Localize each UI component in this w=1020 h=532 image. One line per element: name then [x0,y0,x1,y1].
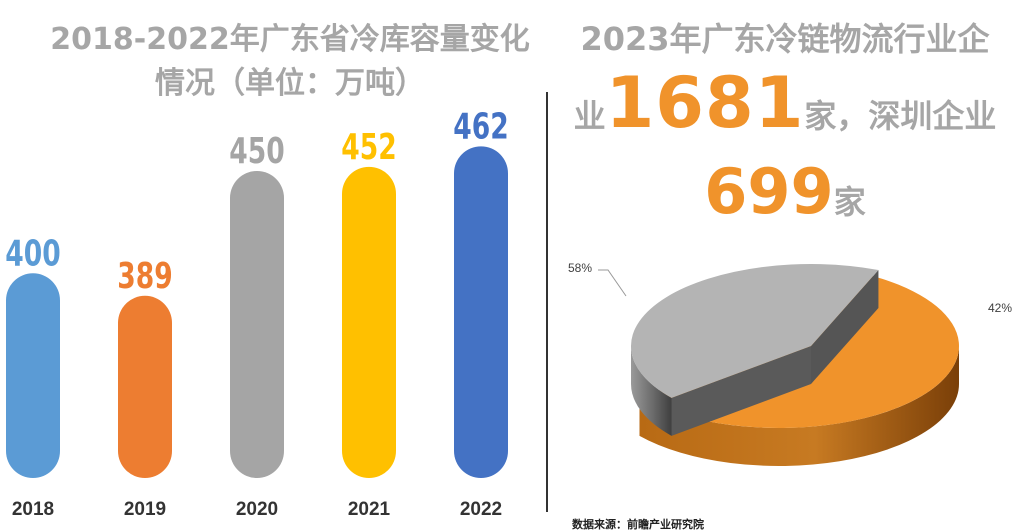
source-note: 数据来源：前瞻产业研究院 [572,518,704,531]
bar-chart-title-line2: 情况（单位：万吨） [155,66,425,101]
bar-chart-title-line1: 2018-2022年广东省冷库容量变化 [50,22,530,57]
pie-slice-side-58% [639,346,959,466]
bar-2021 [342,166,396,479]
pie-title-line2: 业1681家，深圳企业 [560,68,1010,151]
bar-2018 [6,273,60,478]
pie-leader-line [598,269,627,297]
pie-title-line3-suffix: 家 [833,183,866,221]
pie-slice-42% [631,264,879,398]
shenzhen-enterprises-value: 699 [704,155,834,228]
bar-chart: 400 2018 389 2019 450 2020 452 2021 462 2022 [5,104,508,520]
x-tick-label-2022: 2022 [460,499,502,520]
bar-value-label-2022: 462 [453,104,508,147]
bar-2019 [118,295,172,478]
pie-chart-title: 2023年广东冷链物流行业企 业1681家，深圳企业 699家 [560,14,1010,237]
divider [546,92,548,512]
bar-2022 [454,146,508,478]
pie-title-prefix: 业 [573,97,606,135]
pie-title-line1: 2023年广东冷链物流行业企 [580,20,990,58]
x-tick-label-2021: 2021 [348,499,391,520]
pie-slice-side-42% [631,346,672,436]
bar-2020 [230,170,284,479]
bar-value-label-2019: 389 [117,254,172,297]
bar-value-label-2018: 400 [5,231,60,274]
bar-value-label-2021: 452 [341,125,396,168]
pie-chart: 58% 42% [568,261,1012,466]
pie-slice-cut-face-end-42% [811,269,879,384]
total-enterprises-value: 1681 [605,62,805,144]
pie-title-line3: 699家 [560,157,1010,237]
pie-label-58%: 58% [568,261,592,275]
x-tick-label-2020: 2020 [236,499,278,520]
bar-chart-title: 2018-2022年广东省冷库容量变化 情况（单位：万吨） [30,18,550,106]
pie-label-42%: 42% [988,301,1012,315]
x-tick-label-2019: 2019 [124,499,166,520]
pie-slice-cut-face-42% [671,346,811,436]
x-tick-label-2018: 2018 [12,499,54,520]
bar-value-label-2020: 450 [229,129,284,172]
pie-title-suffix: 家，深圳企业 [804,97,997,135]
